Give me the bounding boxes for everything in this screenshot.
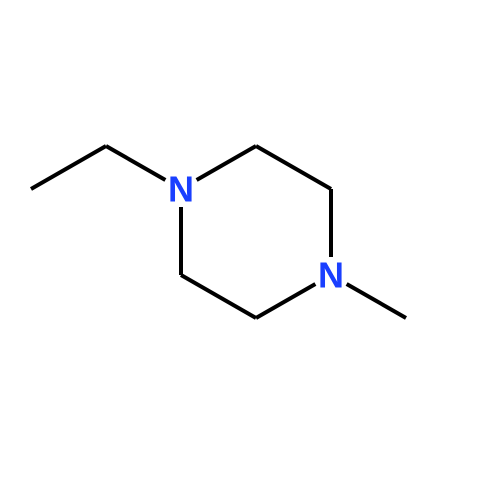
bond: [31, 146, 106, 189]
bond: [256, 284, 315, 318]
bond: [347, 284, 406, 318]
molecule-diagram: NN: [0, 0, 500, 500]
bond: [181, 275, 256, 318]
atom-label-N: N: [318, 255, 344, 296]
bond: [197, 146, 256, 180]
bond: [256, 146, 331, 189]
bond: [106, 146, 165, 180]
atom-label-N: N: [168, 169, 194, 210]
